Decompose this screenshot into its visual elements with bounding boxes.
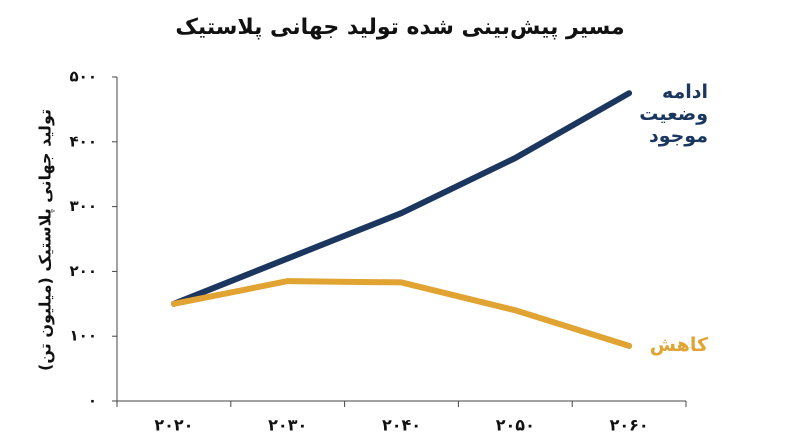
y-tick-label: ۱۰۰ [70,327,97,345]
y-tick-label: ۵۰۰ [70,68,97,86]
x-tick-label: ۲۰۳۰ [268,416,307,435]
y-tick-label: ۴۰۰ [70,132,97,150]
y-tick-label: ۰ [88,392,97,410]
series-line [170,90,633,307]
x-tick-label: ۲۰۲۰ [154,416,193,435]
x-tick-label: ۲۰۵۰ [496,416,535,435]
y-tick-label: ۲۰۰ [70,262,97,280]
y-axis-label: تولید جهانی پلاستیک (میلیون تن) [36,109,56,371]
x-tick-label: ۲۰۴۰ [382,416,421,435]
x-tick-label: ۲۰۶۰ [610,416,649,435]
series-label: ادامه وضعیت موجود [639,81,708,148]
series-label: کاهش [649,333,708,356]
chart-title: مسیر پیش‌بینی شده تولید جهانی پلاستیک [175,15,624,40]
series-line [170,278,633,349]
y-tick-label: ۳۰۰ [70,197,97,215]
